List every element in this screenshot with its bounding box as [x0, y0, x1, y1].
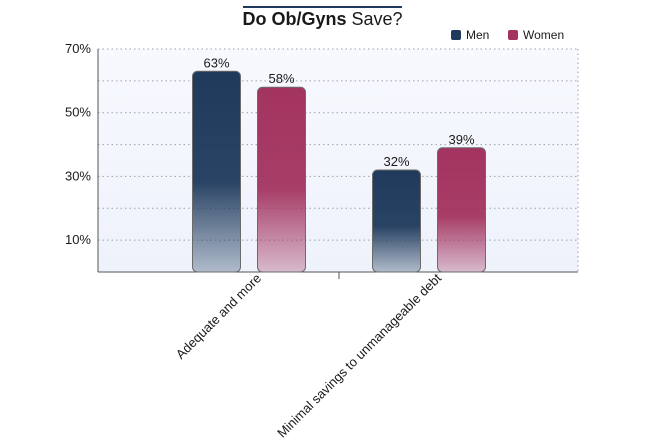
bar-value-label: 39% [448, 132, 474, 147]
bar-women [257, 86, 306, 273]
plot-area [98, 49, 578, 272]
y-tick-label: 10% [65, 232, 91, 247]
chart-title-rest: Save? [351, 9, 403, 29]
y-tick-label: 50% [65, 105, 91, 120]
bar-men [192, 70, 241, 273]
x-category-label: Adequate and more [173, 271, 264, 362]
legend-label-women: Women [523, 28, 564, 42]
y-tick-label: 70% [65, 41, 91, 56]
bar-men [372, 169, 421, 273]
chart-title-bold: Do Ob/Gyns [242, 9, 347, 29]
chart-title: Do Ob/Gyns Save? [0, 8, 645, 30]
legend-swatch-men [451, 30, 461, 40]
bar-value-label: 63% [203, 55, 229, 70]
y-tick-label: 30% [65, 168, 91, 183]
bar-women [437, 147, 486, 273]
bar-value-label: 32% [383, 154, 409, 169]
legend-label-men: Men [466, 28, 489, 42]
x-category-label: Minimal savings to unmanageable debt [274, 270, 444, 439]
bar-value-label: 58% [268, 71, 294, 86]
legend-swatch-women [508, 30, 518, 40]
title-underline [243, 6, 402, 8]
